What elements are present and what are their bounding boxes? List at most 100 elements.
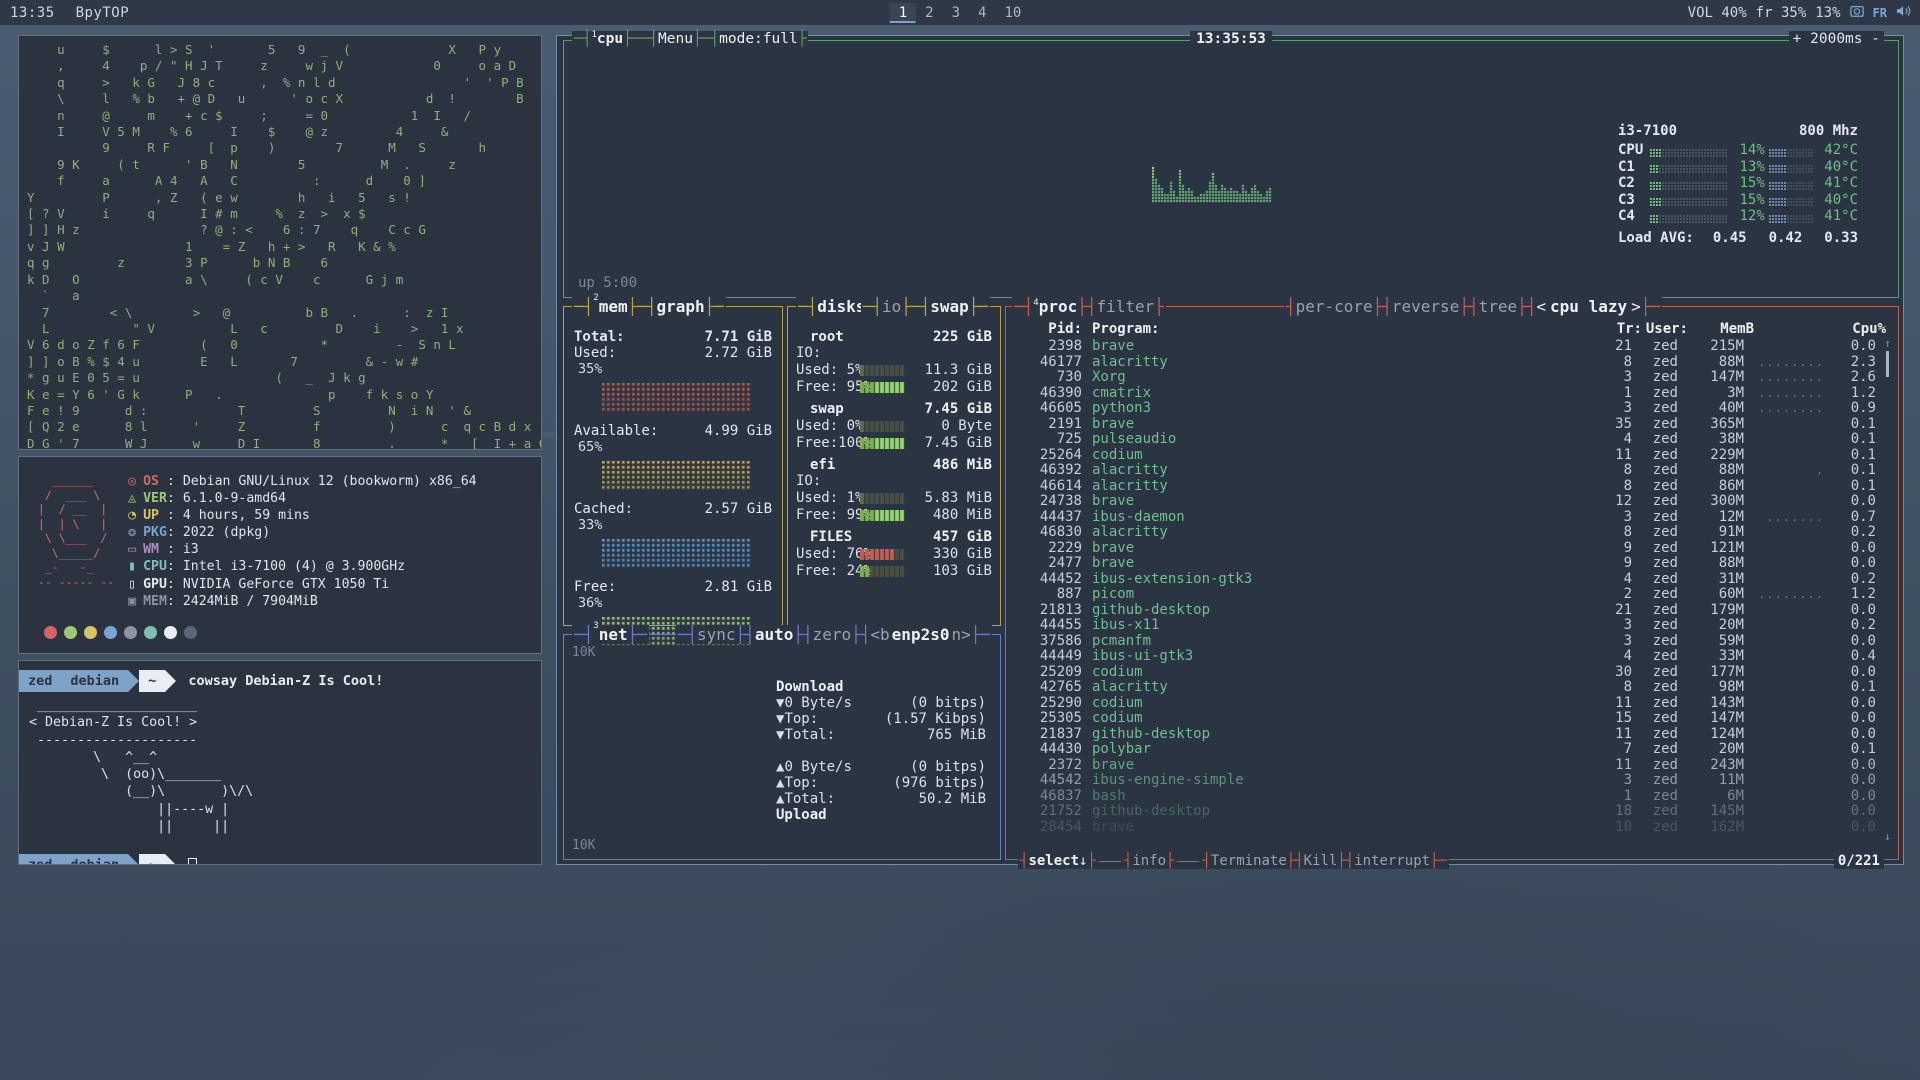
proc-row[interactable]: 46605 python3 3 zed 40M........ 0.9 [1018, 400, 1876, 417]
workspace-button-1[interactable]: 1 [889, 2, 917, 23]
proc-row[interactable]: 730 Xorg 3 zed 147M........ 2.6 [1018, 369, 1876, 386]
workspace-button-2[interactable]: 2 [925, 4, 934, 21]
proc-info-button[interactable]: info [1132, 853, 1167, 869]
proc-cpu-sparkline [1744, 448, 1824, 464]
proc-row[interactable]: 25209 codium 30 zed 177M 0.0 [1018, 663, 1876, 681]
bpytop-window[interactable]: ─┤ 1 cpu ├──┤ Menu ├─┤ mode:full ├ 13:35:53 + 2… [556, 30, 1904, 869]
proc-row[interactable]: 46390 cmatrix 1 zed 3M........ 1.2 [1018, 385, 1876, 402]
proc-row[interactable]: 46177 alacritty 8 zed 88M........ 2.3 [1018, 354, 1876, 371]
disks-swap-toggle[interactable]: swap [930, 297, 969, 316]
proc-scrollbar[interactable]: ↑ ↓ [1883, 337, 1892, 843]
scroll-down-icon[interactable]: ↓ [1884, 830, 1891, 843]
header-mem[interactable]: MemB [1720, 321, 1754, 337]
cpu-mode-toggle[interactable]: mode:full [719, 31, 798, 47]
proc-filter-input[interactable]: filter [1096, 297, 1155, 316]
proc-row[interactable]: 37586 pcmanfm 3 zed 59M 0.0 [1018, 633, 1876, 650]
disks-io-toggle[interactable]: io [882, 297, 902, 316]
scroll-up-icon[interactable]: ↑ [1884, 337, 1891, 350]
volume-label[interactable]: VOL 40% [1687, 4, 1747, 21]
net-auto-button[interactable]: auto [754, 625, 794, 644]
proc-row[interactable]: 42765 alacritty 8 zed 98M 0.1 [1018, 679, 1876, 696]
proc-row[interactable]: 46392 alacritty 8 zed 88M. 0.1 [1018, 462, 1876, 479]
net-box-header[interactable]: ─┤ 3 net ├─ [572, 621, 649, 644]
cpu-box[interactable]: ─┤ 1 cpu ├──┤ Menu ├─┤ mode:full ├ 13:35:53 + 2… [563, 30, 1899, 298]
header-tr[interactable]: Tr: [1616, 321, 1642, 337]
proc-select-label[interactable]: select [1028, 853, 1080, 869]
workspace-button-10[interactable]: 10 [1004, 4, 1022, 21]
proc-row[interactable]: 44437 ibus-daemon 3 zed 12M....... 0.7 [1018, 509, 1876, 526]
proc-row[interactable]: 2398 brave 21 zed 215M 0.0 [1018, 338, 1876, 355]
header-program[interactable]: Program: [1092, 321, 1160, 337]
proc-row[interactable]: 2229 brave 9 zed 121M 0.0 [1018, 540, 1876, 557]
proc-row[interactable]: 21813 github-desktop 21 zed 179M 0.0 [1018, 602, 1876, 619]
memory-box-header[interactable]: ─┤ 2 mem ├─┤ graph ├─ [572, 293, 726, 316]
proc-terminate-button[interactable]: Terminate [1210, 853, 1287, 869]
proc-user: zed [1652, 663, 1678, 680]
terminal-cursor[interactable] [188, 857, 198, 864]
workspace-button-4[interactable]: 4 [978, 4, 987, 21]
cpu-box-header[interactable]: ─┤ 1 cpu ├──┤ Menu ├─┤ mode:full ├ [572, 30, 809, 47]
proc-row[interactable]: 46614 alacritty 8 zed 86M 0.1 [1018, 478, 1876, 495]
proc-table-body[interactable]: 2398 brave 21 zed 215M 0.0 46177 alacritty 8 zed 8… [1018, 338, 1876, 836]
proc-box-header[interactable]: ─┤ 4 proc ├┤ filter ├ ┤ per-core ├┤ reverse ├┤ tree… [1012, 297, 1662, 316]
proc-row[interactable]: 44452 ibus-extension-gtk3 4 zed 31M 0.2 [1018, 571, 1876, 588]
workspace-button-3[interactable]: 3 [951, 4, 961, 21]
mem-graph-toggle[interactable]: graph [656, 297, 705, 316]
keyboard-layout-label[interactable]: FR [1872, 5, 1887, 20]
net-iface-next[interactable]: n> [951, 625, 971, 644]
proc-interrupt-button[interactable]: interrupt [1354, 853, 1431, 869]
proc-reverse-toggle[interactable]: reverse [1391, 297, 1460, 316]
proc-row[interactable]: 44449 ibus-ui-gtk3 4 zed 33M 0.4 [1018, 648, 1876, 665]
proc-row[interactable]: 25264 codium 11 zed 229M 0.1 [1018, 447, 1876, 464]
camera-icon[interactable] [1849, 4, 1864, 22]
proc-box-footer[interactable]: ┤ select ↓ ├ ┤ info ├ ┤ Terminate ├┤ Kill ├┤ interru… [1018, 853, 1449, 869]
proc-row[interactable]: 2477 brave 9 zed 88M 0.0 [1018, 555, 1876, 572]
proc-row[interactable]: 46837 bash 1 zed 6M 0.0 [1018, 788, 1876, 805]
network-box[interactable]: ─┤ 3 net ├─ ─┤ sync ├┤ auto ├┤ zero ├┤ <b enp2s0 n> ├… [563, 621, 1001, 860]
workspace-list[interactable]: 1 2 3 4 10 [889, 2, 1031, 23]
net-sync-button[interactable]: sync [697, 625, 736, 644]
proc-row[interactable]: 44542 ibus-engine-simple 3 zed 11M 0.0 [1018, 772, 1876, 789]
proc-row[interactable]: 25290 codium 11 zed 143M 0.0 [1018, 695, 1876, 712]
download-total-value: 765 MiB [926, 727, 986, 743]
prompt-line-2[interactable]: zed debian ~ [19, 853, 541, 864]
proc-row[interactable]: 887 picom 2 zed 60M........ 1.2 [1018, 586, 1876, 603]
proc-row[interactable]: 2372 brave 11 zed 243M 0.0 [1018, 757, 1876, 774]
proc-sort-next-button[interactable]: > [1631, 297, 1641, 316]
neofetch-window[interactable]: ______ / ___ \ | / __ | | | \ | \ \___ /… [18, 456, 542, 654]
proc-row[interactable]: 2191 brave 35 zed 365M 0.1 [1018, 416, 1876, 433]
net-zero-button[interactable]: zero [812, 625, 852, 644]
proc-row[interactable]: 46830 alacritty 8 zed 91M 0.2 [1018, 524, 1876, 541]
proc-row[interactable]: 725 pulseaudio 4 zed 38M 0.1 [1018, 431, 1876, 448]
scrollbar-thumb[interactable] [1886, 351, 1889, 377]
disk-name: root [810, 329, 844, 345]
disks-box-header-right[interactable]: ─┤ io ├─┤ swap ├─ [860, 297, 990, 316]
cpu-interval-control[interactable]: + 2000ms - [1788, 31, 1884, 47]
memory-box[interactable]: ─┤ 2 mem ├─┤ graph ├─ Total: 7.71 GiB Used: 2.72… [563, 293, 783, 647]
proc-kill-button[interactable]: Kill [1303, 853, 1338, 869]
interval-increase-button[interactable]: + [1792, 31, 1802, 47]
speaker-icon[interactable] [1896, 4, 1912, 22]
proc-percore-toggle[interactable]: per-core [1295, 297, 1373, 316]
proc-row[interactable]: 21752 github-desktop 18 zed 145M 0.0 [1018, 803, 1876, 820]
cpu-menu-button[interactable]: Menu [658, 31, 693, 47]
proc-row[interactable]: 24738 brave 12 zed 300M 0.0 [1018, 493, 1876, 510]
processes-box[interactable]: ─┤ 4 proc ├┤ filter ├ ┤ per-core ├┤ reverse ├┤ tree… [1005, 297, 1899, 869]
cmatrix-window[interactable]: u $ l > S ' 5 9 _ ( X P y F , 4 p / " H … [18, 35, 542, 450]
proc-row[interactable]: 28454 brave 10 zed 162M 0.0 [1018, 819, 1876, 836]
header-cpu[interactable]: Cpu% [1852, 321, 1886, 337]
interval-decrease-button[interactable]: - [1871, 31, 1880, 47]
proc-tree-toggle[interactable]: tree [1478, 297, 1518, 316]
header-user[interactable]: User: [1645, 321, 1688, 337]
proc-sort-prev-button[interactable]: < [1536, 297, 1547, 316]
system-info-row: ▣ MEM: 2424MiB / 7904MiB [128, 593, 318, 609]
header-pid[interactable]: Pid: [1048, 321, 1082, 337]
terminal-window[interactable]: zed debian ~ cowsay Debian-Z Is Cool! __… [18, 660, 542, 865]
net-iface-prev[interactable]: <b [870, 625, 890, 644]
proc-row[interactable]: 25305 codium 15 zed 147M 0.0 [1018, 710, 1876, 727]
proc-row[interactable]: 44455 ibus-x11 3 zed 20M 0.2 [1018, 617, 1876, 634]
net-box-header-right[interactable]: ─┤ sync ├┤ auto ├┤ zero ├┤ <b enp2s0 n> ├─ [675, 625, 992, 644]
proc-row[interactable]: 44430 polybar 7 zed 20M 0.1 [1018, 741, 1876, 758]
proc-row[interactable]: 21837 github-desktop 11 zed 124M 0.0 [1018, 726, 1876, 743]
